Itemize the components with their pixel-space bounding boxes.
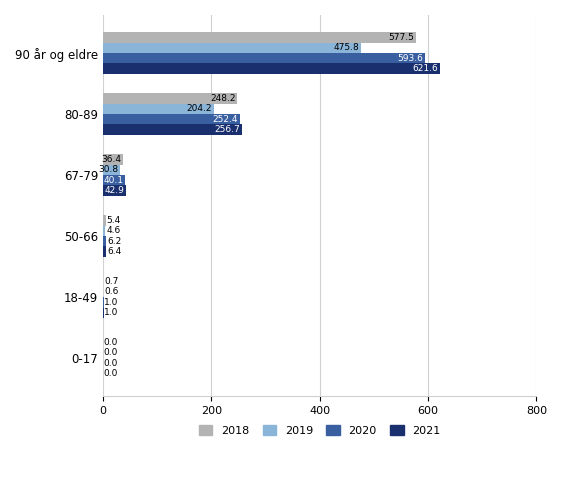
Bar xyxy=(103,236,106,246)
Text: 30.8: 30.8 xyxy=(98,165,118,174)
Text: 0.7: 0.7 xyxy=(104,277,119,286)
Bar xyxy=(103,215,106,226)
Text: 36.4: 36.4 xyxy=(101,155,121,164)
Text: 252.4: 252.4 xyxy=(212,115,238,124)
Bar xyxy=(103,185,126,196)
Text: 42.9: 42.9 xyxy=(105,186,125,195)
Bar xyxy=(103,226,106,236)
Text: 0.6: 0.6 xyxy=(104,287,119,297)
Text: 5.4: 5.4 xyxy=(107,216,121,225)
Bar xyxy=(103,104,214,114)
Text: 0.0: 0.0 xyxy=(104,359,118,368)
Text: 256.7: 256.7 xyxy=(215,125,241,134)
Bar xyxy=(103,125,242,135)
Text: 40.1: 40.1 xyxy=(103,176,123,185)
Text: 6.4: 6.4 xyxy=(107,247,121,256)
Legend: 2018, 2019, 2020, 2021: 2018, 2019, 2020, 2021 xyxy=(194,421,445,440)
Bar xyxy=(103,175,125,185)
Bar xyxy=(103,53,425,63)
Text: 593.6: 593.6 xyxy=(397,54,423,63)
Text: 6.2: 6.2 xyxy=(107,237,121,246)
Text: 204.2: 204.2 xyxy=(187,104,212,114)
Bar xyxy=(103,246,106,257)
Text: 248.2: 248.2 xyxy=(210,94,236,103)
Text: 1.0: 1.0 xyxy=(105,298,119,307)
Bar xyxy=(103,32,416,43)
Text: 4.6: 4.6 xyxy=(106,227,120,235)
Bar xyxy=(103,43,361,53)
Text: 0.0: 0.0 xyxy=(104,369,118,378)
Bar xyxy=(103,165,120,175)
Bar xyxy=(103,63,440,74)
Bar xyxy=(103,155,123,165)
Bar xyxy=(103,93,238,104)
Text: 621.6: 621.6 xyxy=(413,64,438,73)
Text: 0.0: 0.0 xyxy=(104,338,118,347)
Text: 475.8: 475.8 xyxy=(333,43,359,52)
Text: 577.5: 577.5 xyxy=(388,33,414,42)
Text: 1.0: 1.0 xyxy=(105,308,119,317)
Text: 0.0: 0.0 xyxy=(104,348,118,357)
Bar xyxy=(103,114,240,125)
